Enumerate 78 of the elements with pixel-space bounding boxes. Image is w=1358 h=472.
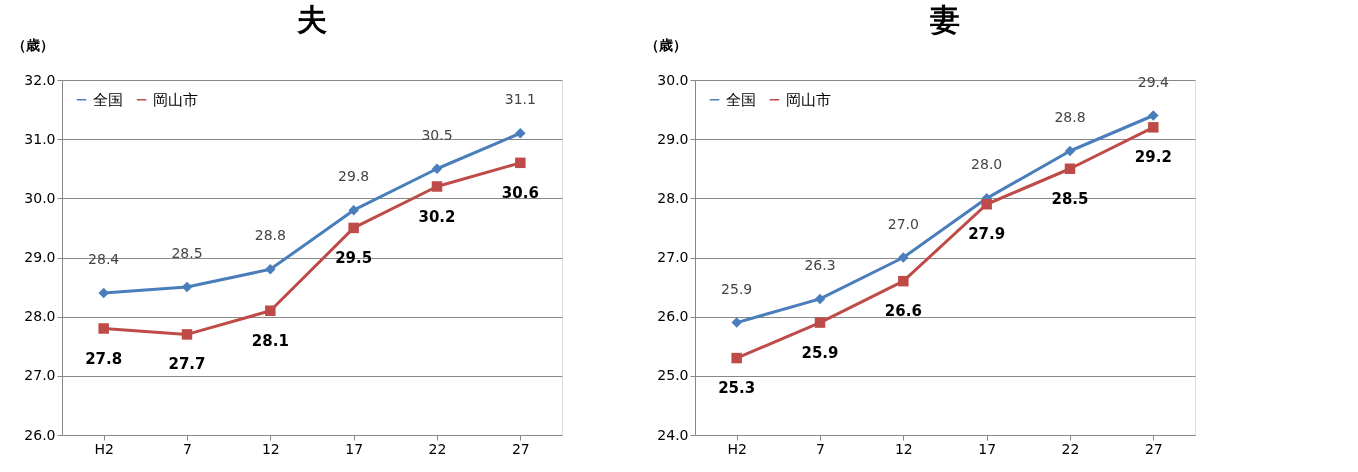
point (731, 317, 742, 328)
point (898, 252, 909, 263)
point (981, 199, 992, 210)
x-tick-label: 12 (894, 440, 913, 457)
x-tick-label: H2 (94, 440, 114, 457)
data-label: 27.8 (85, 349, 123, 368)
chart-title: 妻 (929, 2, 960, 37)
point (98, 323, 109, 334)
y-tick-label: 28.0 (657, 189, 689, 206)
data-label: 29.5 (335, 248, 373, 267)
data-label: 27.7 (168, 355, 206, 374)
point (731, 352, 742, 364)
data-label: 26.6 (884, 302, 922, 321)
x-tick-label: 7 (183, 440, 192, 457)
point (515, 128, 526, 139)
data-label: 28.0 (971, 156, 1003, 173)
data-label: 31.1 (504, 91, 536, 108)
point (181, 329, 193, 340)
y-axis-title: （歳） (11, 36, 54, 53)
x-tick-label: 7 (816, 440, 825, 457)
chart-title: 夫 (296, 2, 327, 37)
point (348, 222, 359, 234)
y-tick-label: 31.0 (24, 130, 56, 147)
y-axis-title: （歳） (644, 36, 687, 53)
x-tick-label: 22 (1061, 440, 1080, 457)
data-label: 28.5 (1051, 189, 1089, 208)
x-tick-label: 12 (261, 440, 280, 457)
point (898, 275, 909, 287)
y-tick-label: 32.0 (24, 71, 56, 88)
point (1148, 110, 1159, 121)
y-tick-label: 28.0 (24, 308, 56, 325)
point (431, 163, 443, 174)
y-tick-label: 27.0 (24, 367, 56, 384)
y-tick-label: 26.0 (657, 308, 689, 325)
y-tick-label: 24.0 (657, 426, 689, 443)
x-tick-label: 27 (511, 440, 530, 457)
x-tick-label: H2 (727, 440, 747, 457)
y-tick-label: 26.0 (24, 426, 56, 443)
legend-label: 岡山市 (786, 90, 831, 109)
point (1148, 122, 1159, 133)
point (515, 157, 526, 169)
x-tick-label: 27 (1144, 440, 1163, 457)
point (265, 305, 276, 316)
y-tick-label: 29.0 (24, 249, 56, 265)
data-label: 28.5 (171, 245, 203, 262)
data-label: 29.2 (1134, 148, 1172, 167)
data-label: 28.8 (254, 227, 286, 244)
data-label: 30.6 (501, 183, 539, 202)
y-tick-label: 25.0 (657, 367, 689, 384)
legend-label: 岡山市 (153, 90, 198, 109)
point (431, 181, 443, 192)
point (1064, 145, 1076, 157)
data-label: 30.5 (421, 126, 453, 143)
y-tick-label: 30.0 (657, 71, 689, 88)
data-label: 28.8 (1054, 109, 1086, 125)
x-tick-label: 17 (978, 440, 997, 457)
data-label: 29.8 (338, 168, 370, 185)
data-label: 25.3 (718, 379, 756, 398)
legend-label: 全国 (93, 90, 123, 109)
point (814, 317, 826, 328)
data-label: 28.1 (251, 331, 289, 350)
y-tick-label: 27.0 (657, 249, 689, 265)
point (814, 293, 826, 305)
y-tick-label: 29.0 (657, 130, 689, 147)
point (265, 264, 276, 275)
data-label: 30.2 (418, 207, 456, 226)
x-tick-label: 22 (428, 440, 447, 457)
x-tick-label: 17 (345, 440, 364, 457)
data-label: 27.9 (968, 225, 1006, 244)
data-label: 25.9 (721, 280, 753, 297)
y-tick-label: 30.0 (24, 189, 56, 206)
legend-label: 全国 (726, 90, 756, 109)
data-label: 25.9 (801, 343, 839, 362)
data-label: 26.3 (804, 256, 836, 273)
point (98, 287, 109, 299)
point (348, 204, 359, 216)
data-label: 27.0 (887, 215, 919, 232)
point (1064, 163, 1076, 174)
